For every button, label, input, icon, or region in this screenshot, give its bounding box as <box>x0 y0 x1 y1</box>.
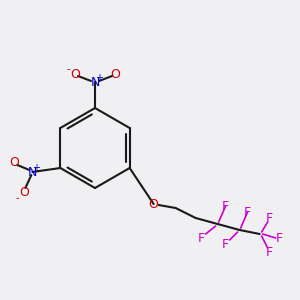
Text: O: O <box>149 197 159 211</box>
Text: F: F <box>244 206 251 218</box>
Text: +: + <box>32 163 40 173</box>
Text: F: F <box>266 212 273 224</box>
Text: F: F <box>198 232 205 244</box>
Text: O: O <box>20 185 29 199</box>
Text: -: - <box>66 64 70 74</box>
Text: O: O <box>70 68 80 80</box>
Text: F: F <box>276 232 283 244</box>
Text: F: F <box>222 200 229 212</box>
Text: O: O <box>110 68 120 80</box>
Text: O: O <box>9 155 19 169</box>
Text: F: F <box>266 245 273 259</box>
Text: N: N <box>90 76 100 88</box>
Text: +: + <box>95 73 103 83</box>
Text: -: - <box>16 193 19 203</box>
Text: N: N <box>28 166 37 178</box>
Text: F: F <box>222 238 229 250</box>
